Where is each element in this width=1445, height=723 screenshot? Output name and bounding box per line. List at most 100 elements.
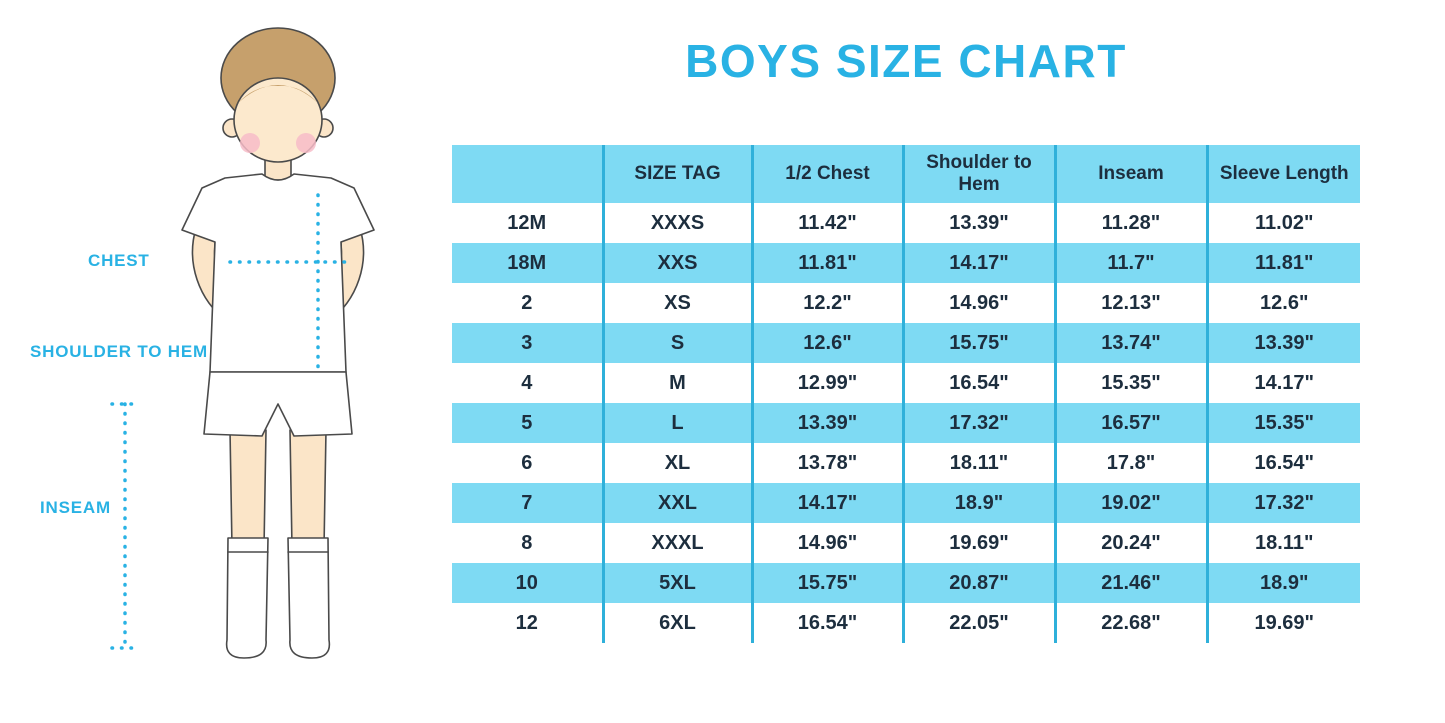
measurement-cell: 18.11" xyxy=(1205,523,1360,563)
boy-tshirt xyxy=(181,173,375,373)
measurement-cell: 15.35" xyxy=(1053,363,1207,403)
size-label-cell: 5 xyxy=(452,403,603,443)
measurement-cell: 12.2" xyxy=(750,283,903,323)
measurement-cell: 13.78" xyxy=(750,443,903,483)
measurement-cell: 14.17" xyxy=(1205,363,1360,403)
boy-leg-left xyxy=(229,429,267,549)
measurement-cell: 14.17" xyxy=(750,483,903,523)
measurement-cell: XXL xyxy=(601,483,752,523)
table-row: 4 M 12.99" 16.54" 15.35" 14.17" xyxy=(452,363,1360,403)
measurement-cell: 18.9" xyxy=(901,483,1055,523)
measurement-cell: 12.13" xyxy=(1053,283,1207,323)
table-row: 18M XXS 11.81" 14.17" 11.7" 11.81" xyxy=(452,243,1360,283)
measurement-cell: 19.02" xyxy=(1053,483,1207,523)
column-header-shoulder-to-hem: Shoulder to Hem xyxy=(901,145,1055,203)
size-label-cell: 18M xyxy=(452,243,603,283)
measurement-cell: 20.87" xyxy=(901,563,1055,603)
measurement-cell: 15.75" xyxy=(901,323,1055,363)
measurement-cell: 15.75" xyxy=(750,563,903,603)
column-header-sleeve-length: Sleeve Length xyxy=(1205,145,1360,203)
measurement-cell: 13.74" xyxy=(1053,323,1207,363)
shoulder-to-hem-label: SHOULDER TO HEM xyxy=(30,342,208,361)
size-label-cell: 8 xyxy=(452,523,603,563)
size-label-cell: 6 xyxy=(452,443,603,483)
measurement-cell: XXXL xyxy=(601,523,752,563)
measurement-cell: 11.28" xyxy=(1053,203,1207,243)
measurement-cell: 6XL xyxy=(601,603,752,643)
size-label-cell: 2 xyxy=(452,283,603,323)
measurement-cell: 14.96" xyxy=(750,523,903,563)
size-label-cell: 7 xyxy=(452,483,603,523)
boy-cheek-left xyxy=(240,133,260,153)
inseam-label: INSEAM xyxy=(40,498,111,517)
measurement-cell: 16.54" xyxy=(750,603,903,643)
measurement-cell: XXS xyxy=(601,243,752,283)
measurement-cell: 19.69" xyxy=(901,523,1055,563)
size-label-cell: 4 xyxy=(452,363,603,403)
measurement-cell: 17.32" xyxy=(901,403,1055,443)
measurement-cell: 14.17" xyxy=(901,243,1055,283)
measurement-cell: L xyxy=(601,403,752,443)
measurement-cell: 22.05" xyxy=(901,603,1055,643)
measurement-cell: 21.46" xyxy=(1053,563,1207,603)
boy-cheek-right xyxy=(296,133,316,153)
table-row: 5 L 13.39" 17.32" 16.57" 15.35" xyxy=(452,403,1360,443)
page-title: BOYS SIZE CHART xyxy=(685,35,1127,87)
table-row: 8 XXXL 14.96" 19.69" 20.24" 18.11" xyxy=(452,523,1360,563)
boy-shorts xyxy=(203,371,353,437)
table-row: 10 5XL 15.75" 20.87" 21.46" 18.9" xyxy=(452,563,1360,603)
boy-sock-left xyxy=(225,537,269,659)
boy-fringe xyxy=(237,85,319,104)
measurement-cell: XL xyxy=(601,443,752,483)
measurement-cell: 11.42" xyxy=(750,203,903,243)
column-header-size-tag: SIZE TAG xyxy=(601,145,752,203)
size-label-cell: 3 xyxy=(452,323,603,363)
measurement-cell: 17.32" xyxy=(1205,483,1360,523)
size-table-body: 12M XXXS 11.42" 13.39" 11.28" 11.02" 18M XXS 11.… xyxy=(452,203,1360,643)
measurement-cell: 20.24" xyxy=(1053,523,1207,563)
table-header-row: SIZE TAG 1/2 Chest Shoulder to Hem Insea… xyxy=(452,145,1360,203)
measurement-cell: 13.39" xyxy=(1205,323,1360,363)
table-row: 3 S 12.6" 15.75" 13.74" 13.39" xyxy=(452,323,1360,363)
chest-label: CHEST xyxy=(88,251,150,270)
measurement-cell: 12.6" xyxy=(1205,283,1360,323)
measurement-cell: 17.8" xyxy=(1053,443,1207,483)
measurement-cell: 15.35" xyxy=(1205,403,1360,443)
measurement-cell: 11.7" xyxy=(1053,243,1207,283)
measurement-cell: S xyxy=(601,323,752,363)
boy-illustration xyxy=(110,27,375,659)
size-table: SIZE TAG 1/2 Chest Shoulder to Hem Insea… xyxy=(452,145,1360,643)
measurement-cell: 11.02" xyxy=(1205,203,1360,243)
column-header-inseam: Inseam xyxy=(1053,145,1207,203)
measurement-cell: M xyxy=(601,363,752,403)
measurement-cell: 14.96" xyxy=(901,283,1055,323)
measurement-cell: 18.9" xyxy=(1205,563,1360,603)
measurement-cell: 19.69" xyxy=(1205,603,1360,643)
measurement-cell: 5XL xyxy=(601,563,752,603)
measurement-cell: XS xyxy=(601,283,752,323)
measurement-cell: 16.54" xyxy=(1205,443,1360,483)
column-header-half-chest: 1/2 Chest xyxy=(750,145,903,203)
table-row: 12 6XL 16.54" 22.05" 22.68" 19.69" xyxy=(452,603,1360,643)
measurement-cell: 13.39" xyxy=(901,203,1055,243)
measurement-cell: 11.81" xyxy=(1205,243,1360,283)
table-row: 6 XL 13.78" 18.11" 17.8" 16.54" xyxy=(452,443,1360,483)
table-row: 7 XXL 14.17" 18.9" 19.02" 17.32" xyxy=(452,483,1360,523)
size-label-cell: 12M xyxy=(452,203,603,243)
measurement-cell: 22.68" xyxy=(1053,603,1207,643)
boy-sock-right xyxy=(287,537,331,659)
measurement-cell: 13.39" xyxy=(750,403,903,443)
table-row: 12M XXXS 11.42" 13.39" 11.28" 11.02" xyxy=(452,203,1360,243)
column-header-size xyxy=(452,145,603,203)
measurement-cell: 12.99" xyxy=(750,363,903,403)
measurement-cell: 16.54" xyxy=(901,363,1055,403)
measurement-cell: 16.57" xyxy=(1053,403,1207,443)
size-label-cell: 12 xyxy=(452,603,603,643)
table-row: 2 XS 12.2" 14.96" 12.13" 12.6" xyxy=(452,283,1360,323)
measurement-cell: 11.81" xyxy=(750,243,903,283)
measurement-cell: 18.11" xyxy=(901,443,1055,483)
size-label-cell: 10 xyxy=(452,563,603,603)
boy-leg-right xyxy=(289,429,327,549)
measurement-cell: XXXS xyxy=(601,203,752,243)
